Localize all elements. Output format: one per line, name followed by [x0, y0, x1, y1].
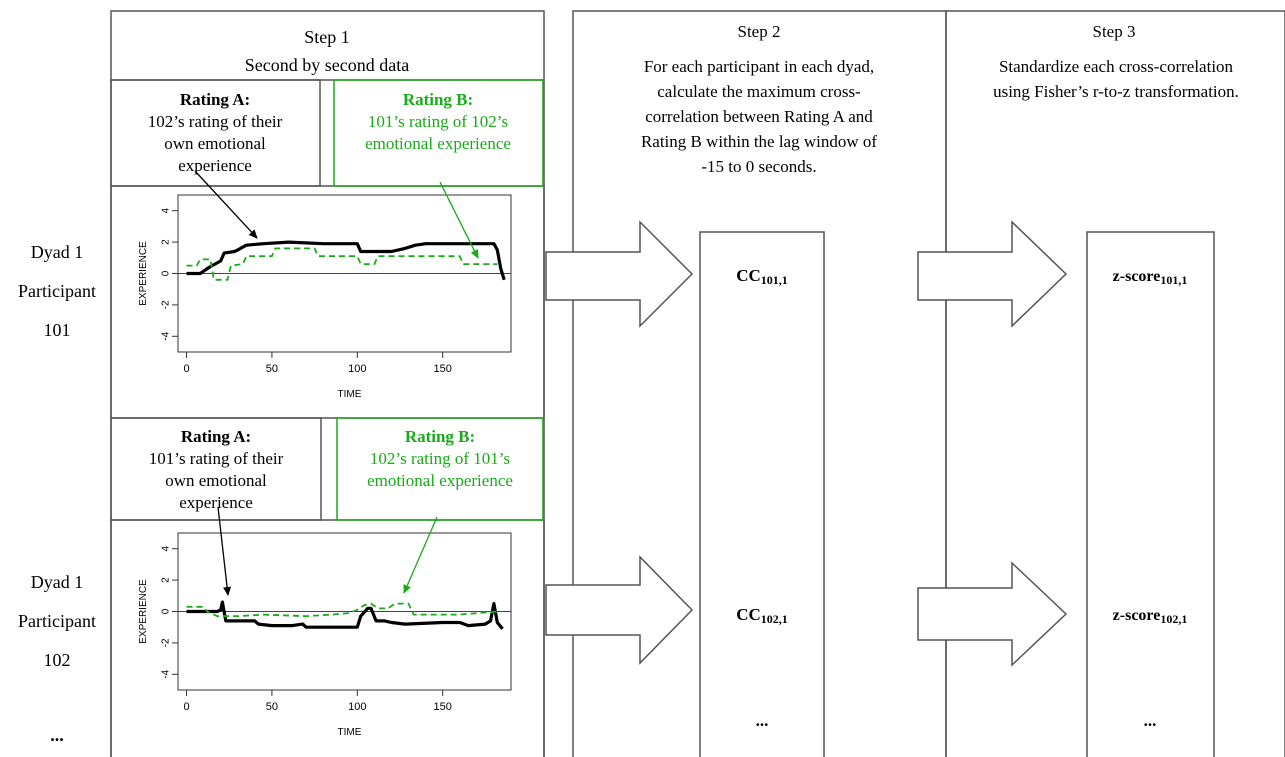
x-tick-label: 100: [348, 363, 366, 375]
series-rating-b-line: [186, 247, 498, 281]
zscore-ellipsis: ...: [1144, 711, 1157, 730]
rating-line: 102’s rating of their: [148, 112, 283, 131]
rating-line: own emotional: [164, 134, 266, 153]
cc-ellipsis: ...: [756, 711, 769, 730]
zscore-label-row1: z-score101,1: [1113, 268, 1188, 287]
rating-line: emotional experience: [365, 134, 511, 153]
y-tick-label: -2: [161, 300, 172, 309]
cc-label-row2: CC102,1: [736, 605, 788, 626]
step3-panel: [945, 10, 1285, 757]
step2-title: Step 2: [738, 22, 781, 41]
row2-label: Dyad 1 Participant 102: [18, 572, 96, 670]
step3-description: Standardize each cross-correlation using …: [993, 57, 1239, 101]
step2-desc-line: calculate the maximum cross-: [657, 82, 861, 101]
cc-label-row1: CC101,1: [736, 266, 788, 287]
y-tick-label: 4: [161, 545, 172, 551]
rows-ellipsis: ...: [50, 725, 64, 745]
rating-title: Rating B:: [403, 90, 473, 109]
step3-desc-line: Standardize each cross-correlation: [999, 57, 1234, 76]
x-tick-label: 150: [434, 363, 452, 375]
y-tick-label: -2: [161, 638, 172, 647]
series-rating-a-line: [186, 600, 504, 630]
row-label-line: Participant: [18, 611, 96, 631]
x-tick-label: 150: [434, 701, 452, 713]
step3-title: Step 3: [1093, 22, 1136, 41]
rating-line: emotional experience: [367, 471, 513, 490]
x-tick-label: 50: [266, 701, 278, 713]
y-tick-label: 0: [161, 608, 172, 614]
y-tick-label: 2: [161, 577, 172, 583]
rating-b-text-row2: Rating B: 102’s rating of 101’s emotional …: [367, 427, 513, 490]
step2-desc-line: correlation between Rating A and: [645, 107, 873, 126]
arrow-step2-to-3-row2: [917, 561, 1068, 667]
rating-a-text-row2: Rating A: 101’s rating of their own emotio…: [149, 427, 284, 512]
series-rating-b-line: [186, 602, 498, 618]
pointer-rating-b-row2: [403, 516, 438, 594]
rating-b-box-row2: [336, 417, 544, 521]
rating-title: Rating B:: [405, 427, 475, 446]
x-tick-label: 0: [183, 701, 189, 713]
step2-desc-line: -15 to 0 seconds.: [701, 157, 816, 176]
y-tick-label: 2: [161, 239, 172, 245]
y-tick-label: -4: [161, 331, 172, 340]
rating-line: experience: [178, 156, 252, 175]
rating-title: Rating A:: [180, 90, 250, 109]
pointer-rating-a-row2: [217, 506, 232, 596]
x-axis-label: TIME: [338, 727, 362, 738]
pointer-rating-b-row1: [439, 181, 479, 259]
zscore-label-row2: z-score102,1: [1113, 607, 1188, 626]
zscore-column: [1086, 231, 1215, 757]
x-tick-label: 100: [348, 701, 366, 713]
row-label-line: Dyad 1: [31, 242, 84, 262]
y-tick-label: 0: [161, 270, 172, 276]
rating-line: 101’s rating of their: [149, 449, 284, 468]
y-tick-label: 4: [161, 207, 172, 213]
rating-line: experience: [179, 493, 253, 512]
step2-description: For each participant in each dyad, calcul…: [641, 57, 877, 176]
x-tick-label: 50: [266, 363, 278, 375]
step3-desc-line: using Fisher’s r-to-z transformation.: [993, 82, 1239, 101]
pointer-rating-a-row1: [194, 170, 258, 239]
rating-b-text-row1: Rating B: 101’s rating of 102’s emotional …: [365, 90, 511, 153]
arrow-step1-to-2-row2: [545, 555, 694, 665]
arrow-step1-to-2-row1: [545, 220, 694, 328]
step2-desc-line: Rating B within the lag window of: [641, 132, 877, 151]
x-axis-label: TIME: [338, 389, 362, 400]
series-rating-a-line: [186, 240, 506, 281]
chart-box-row1: [110, 185, 545, 419]
arrow-step2-to-3-row1: [917, 220, 1068, 328]
row1-label: Dyad 1 Participant 101: [18, 242, 96, 340]
cc-column: [699, 231, 825, 757]
chart-row2: -4 -2 0 2 4 0 50 100 150 TIME EXPERIENCE: [138, 532, 512, 738]
chart-row1: -4 -2 0 2 4 0 50 100 150 TIME EXPERIENCE: [138, 194, 512, 400]
rating-a-text-row1: Rating A: 102’s rating of their own emotio…: [148, 90, 283, 175]
row-label-line: Participant: [18, 281, 96, 301]
rating-line: 101’s rating of 102’s: [368, 112, 508, 131]
rating-title: Rating A:: [181, 427, 251, 446]
row-label-line: 102: [44, 650, 71, 670]
rating-line: own emotional: [165, 471, 267, 490]
row-label-line: Dyad 1: [31, 572, 84, 592]
step2-desc-line: For each participant in each dyad,: [644, 57, 874, 76]
y-tick-label: -4: [161, 669, 172, 678]
x-tick-label: 0: [183, 363, 189, 375]
y-axis-label: EXPERIENCE: [138, 579, 149, 644]
chart-box-row2: [110, 519, 545, 757]
row-label-line: 101: [44, 320, 71, 340]
y-axis-label: EXPERIENCE: [138, 241, 149, 306]
rating-line: 102’s rating of 101’s: [370, 449, 510, 468]
rating-b-box-row1: [333, 79, 544, 187]
step1-title: Step 1: [304, 27, 350, 47]
step1-subtitle: Second by second data: [245, 55, 409, 75]
